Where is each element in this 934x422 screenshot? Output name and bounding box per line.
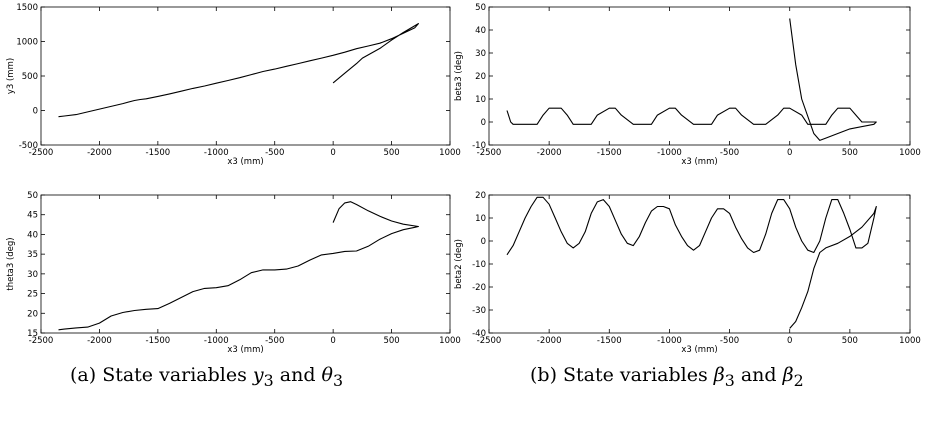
y-tick-label: -30 — [472, 306, 486, 316]
y-tick-label: 0 — [481, 237, 486, 247]
series-line — [506, 196, 877, 329]
y-tick-label: -40 — [472, 329, 486, 339]
x-tick-label: -1500 — [597, 148, 622, 158]
x-axis-label: x3 (mm) — [681, 345, 717, 355]
x-tick-label: 1000 — [899, 336, 921, 346]
y-tick-label: 10 — [475, 214, 486, 224]
plot-frame — [488, 194, 911, 334]
series-line — [58, 23, 419, 118]
x-tick-label: -500 — [265, 148, 284, 158]
caption-a: (a) State variables y3 and θ3 — [70, 364, 343, 390]
x-tick-label: 500 — [842, 148, 858, 158]
caption-a-mid: and — [273, 364, 322, 386]
x-tick-label: -1000 — [657, 148, 682, 158]
chart-theta3: -2500 -2000 -1500 -1000 -500 0 500 1000 15 20 25 30… — [6, 191, 461, 355]
y-tick-label: 500 — [22, 72, 38, 82]
y-tick-label: -10 — [472, 141, 486, 151]
x-tick-label: 1000 — [439, 336, 461, 346]
caption-b: (b) State variables β3 and β2 — [530, 364, 804, 390]
caption-a-subscript-1: 3 — [263, 370, 274, 390]
y-tick-label: 0 — [481, 118, 486, 128]
x-tick-label: 500 — [842, 336, 858, 346]
series-line — [58, 201, 419, 331]
x-axis-label: x3 (mm) — [227, 345, 263, 355]
x-tick-label: -500 — [720, 336, 739, 346]
x-tick-label: -2500 — [29, 148, 54, 158]
x-tick-label: 0 — [787, 148, 792, 158]
chart-beta3: -2500 -2000 -1500 -1000 -500 0 500 1000 -10 0 10 20… — [454, 3, 921, 167]
x-tick-label: -1000 — [204, 148, 229, 158]
x-tick-label: 500 — [383, 148, 399, 158]
caption-b-prefix: (b) State variables — [530, 364, 714, 386]
y-tick-label: -20 — [472, 283, 486, 293]
x-tick-label: -2000 — [87, 148, 112, 158]
series-line — [506, 18, 877, 141]
x-tick-label: -1000 — [204, 336, 229, 346]
y-tick-label: 30 — [27, 270, 38, 280]
caption-b-subscript-2: 2 — [793, 370, 804, 390]
y-tick-label: 20 — [27, 309, 38, 319]
y-tick-label: 15 — [27, 329, 38, 339]
y-tick-label: -10 — [472, 260, 486, 270]
chart-y3: -2500 -2000 -1500 -1000 -500 0 500 1000 -500 0 500… — [6, 3, 461, 167]
x-tick-label: -2000 — [87, 336, 112, 346]
y-tick-label: 0 — [33, 107, 38, 117]
y-tick-label: 20 — [475, 72, 486, 82]
x-tick-label: -2500 — [477, 336, 502, 346]
x-tick-label: 0 — [330, 336, 335, 346]
caption-b-mid: and — [734, 364, 783, 386]
x-tick-label: -2000 — [537, 336, 562, 346]
x-tick-label: 1000 — [439, 148, 461, 158]
x-tick-label: -1500 — [597, 336, 622, 346]
x-tick-label: 0 — [787, 336, 792, 346]
caption-a-symbol-2: θ — [321, 364, 333, 386]
x-tick-label: -2500 — [477, 148, 502, 158]
y-tick-label: 45 — [27, 211, 38, 221]
caption-a-prefix: (a) State variables — [70, 364, 253, 386]
x-tick-label: -1500 — [146, 148, 171, 158]
y-tick-label: 10 — [475, 95, 486, 105]
x-tick-label: -500 — [720, 148, 739, 158]
x-tick-label: -1500 — [146, 336, 171, 346]
x-tick-label: -500 — [265, 336, 284, 346]
y-tick-label: 50 — [475, 3, 486, 13]
y-tick-label: 40 — [475, 26, 486, 36]
plot-frame — [40, 194, 451, 334]
y-tick-label: 1000 — [16, 38, 38, 48]
x-tick-label: 500 — [383, 336, 399, 346]
x-tick-label: -1000 — [657, 336, 682, 346]
y-axis-label: beta3 (deg) — [454, 51, 464, 101]
caption-b-symbol-2: β — [782, 364, 794, 386]
x-axis-label: x3 (mm) — [227, 157, 263, 167]
y-tick-label: -500 — [19, 141, 38, 151]
caption-a-subscript-2: 3 — [333, 370, 344, 390]
y-tick-label: 50 — [27, 191, 38, 201]
caption-b-symbol-1: β — [713, 364, 725, 386]
x-tick-label: -2500 — [29, 336, 54, 346]
y-axis-label: y3 (mm) — [6, 58, 16, 94]
chart-beta2: -2500 -2000 -1500 -1000 -500 0 500 1000 -40 -30 -2… — [454, 191, 921, 355]
x-tick-label: -2000 — [537, 148, 562, 158]
y-tick-label: 1500 — [16, 3, 38, 13]
y-tick-label: 30 — [475, 49, 486, 59]
y-tick-label: 25 — [27, 290, 38, 300]
caption-b-subscript-1: 3 — [724, 370, 735, 390]
figure: -2500 -2000 -1500 -1000 -500 0 500 1000-5000500… — [6, 3, 921, 355]
x-axis-label: x3 (mm) — [681, 157, 717, 167]
y-tick-label: 40 — [27, 230, 38, 240]
caption-a-symbol-1: y — [252, 364, 264, 386]
y-tick-label: 20 — [475, 191, 486, 201]
y-tick-label: 35 — [27, 250, 38, 260]
y-axis-label: beta2 (deg) — [454, 239, 464, 289]
x-tick-label: 1000 — [899, 148, 921, 158]
y-axis-label: theta3 (deg) — [6, 237, 16, 290]
x-tick-label: 0 — [330, 148, 335, 158]
